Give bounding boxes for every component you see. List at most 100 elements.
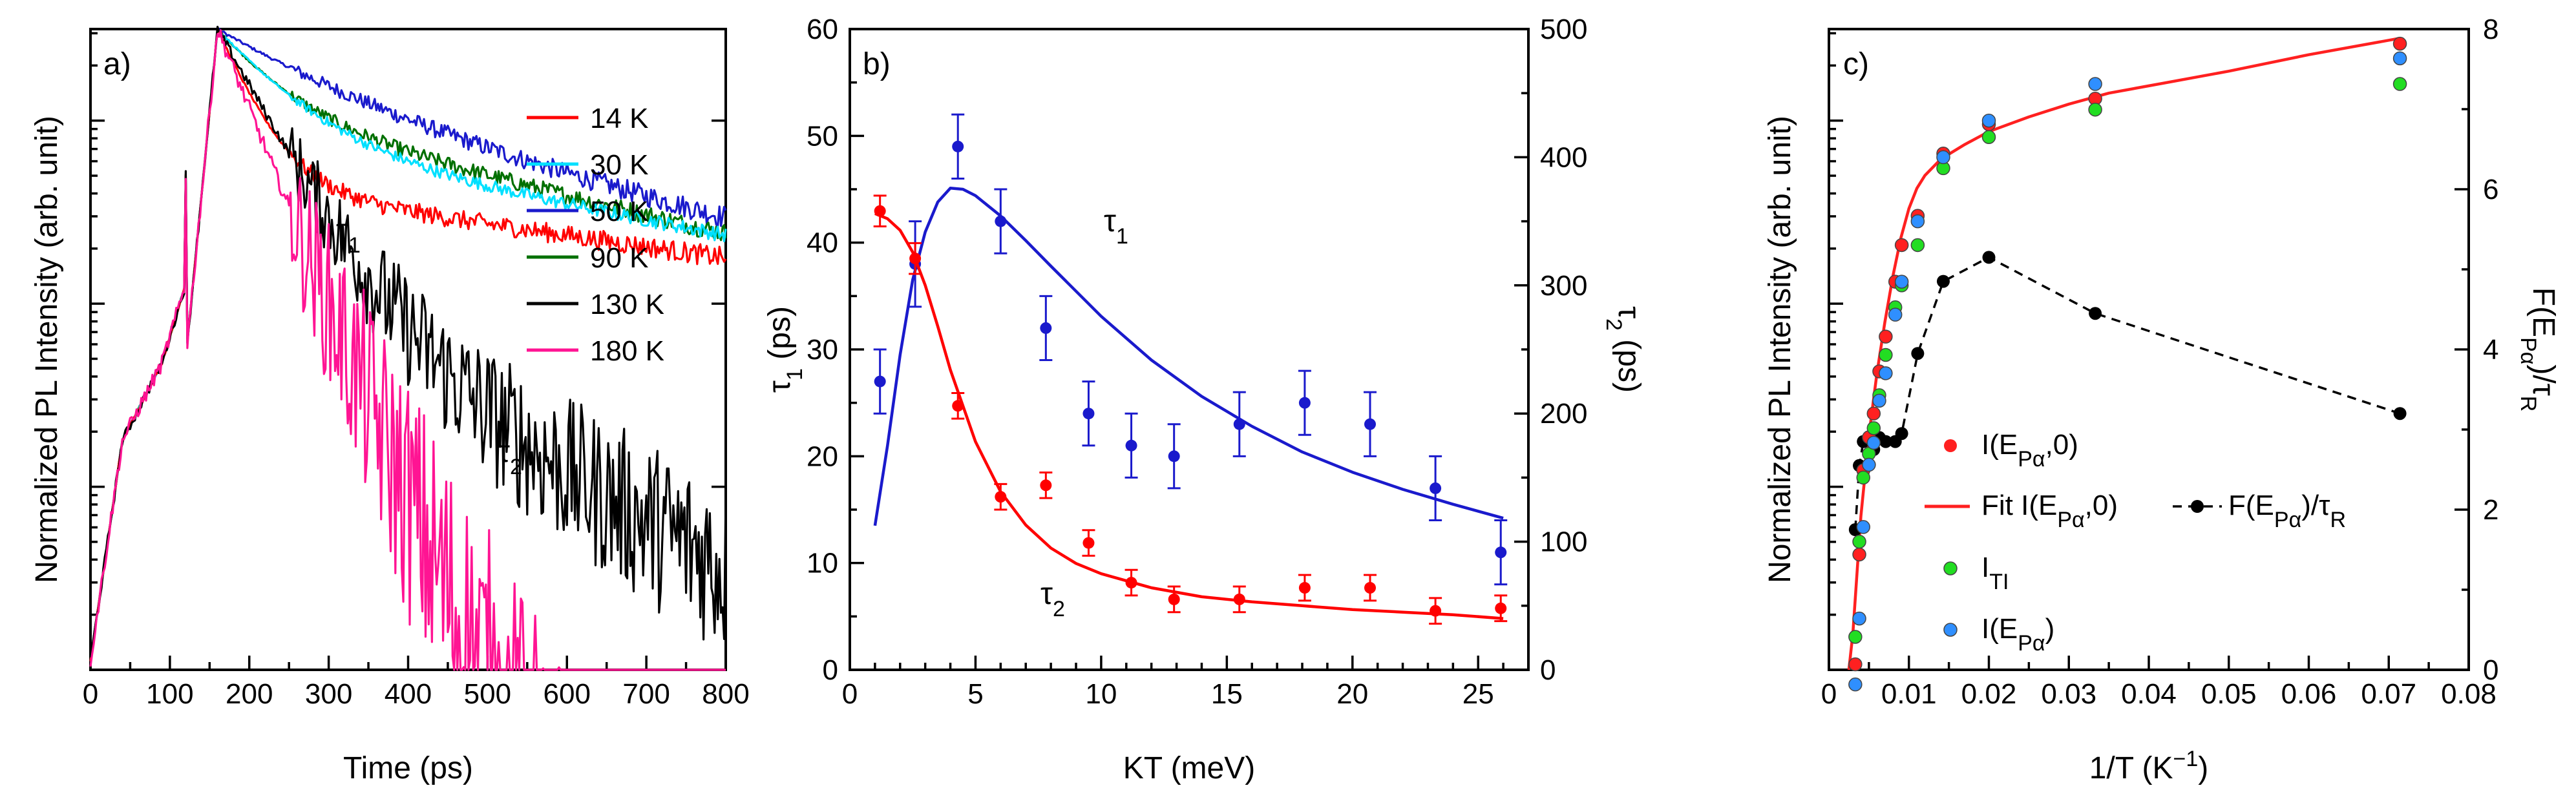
y-tick-label: 60 xyxy=(807,14,838,45)
x-tick-label: 0.08 xyxy=(2441,678,2497,710)
y-right-tick-label: 500 xyxy=(1540,14,1587,45)
x-tick-label: 10 xyxy=(1085,678,1117,710)
x-tick-label: 5 xyxy=(967,678,983,710)
series-line-5 xyxy=(89,29,726,671)
x-tick-label: 25 xyxy=(1462,678,1494,710)
x-tick-label: 0.06 xyxy=(2281,678,2337,710)
y-right-tick-label: 2 xyxy=(2483,494,2498,526)
data-point xyxy=(1082,537,1095,549)
panel-label: b) xyxy=(863,47,891,81)
point-2 xyxy=(1981,130,1996,144)
data-point xyxy=(1364,418,1376,430)
point-2 xyxy=(1866,421,1881,435)
legend-label-3: I(EPα) xyxy=(1981,613,2054,656)
data-point xyxy=(1168,450,1180,462)
x-tick-label: 400 xyxy=(385,678,432,710)
f-ratio-point xyxy=(1879,435,1892,448)
data-point xyxy=(874,205,886,217)
point-3 xyxy=(1888,307,1903,322)
point-3 xyxy=(2088,77,2102,91)
y-right-tick-label: 0 xyxy=(1540,654,1556,686)
point-0 xyxy=(1852,547,1866,562)
data-point xyxy=(1495,546,1507,559)
y-right-tick-label: 0 xyxy=(2483,654,2498,686)
y-tick-label: 40 xyxy=(807,227,838,259)
data-point xyxy=(1168,593,1180,605)
data-point xyxy=(1040,479,1052,492)
y-right-axis-label: τ2 (ps) xyxy=(1601,306,1646,393)
data-point xyxy=(1233,418,1245,430)
data-point xyxy=(1233,593,1245,605)
x-tick-label: 500 xyxy=(464,678,511,710)
y-tick-label: 10 xyxy=(807,548,838,579)
x-axis-label: KT (meV) xyxy=(1123,751,1255,785)
point-3 xyxy=(2392,51,2407,66)
data-point xyxy=(1125,439,1137,451)
legend-label-0: 14 K xyxy=(590,103,649,134)
point-2 xyxy=(2392,77,2407,91)
point-3 xyxy=(1852,611,1866,626)
fit-line-τ2 xyxy=(874,212,1504,620)
y-right-tick-label: 8 xyxy=(2483,14,2498,45)
x-tick-label: 100 xyxy=(146,678,193,710)
x-tick-label: 0.02 xyxy=(1961,678,2017,710)
point-3 xyxy=(1981,113,1996,128)
annotation-tau1: τ1 xyxy=(1104,204,1128,249)
point-2 xyxy=(1910,238,1925,253)
panel-a: 0 100 200 300 400 500 600 700 800 Time (ps) Normal… xyxy=(30,25,750,785)
point-2 xyxy=(1879,348,1893,362)
legend-label-1: Fit I(EPα,0) xyxy=(1981,490,2118,532)
x-tick-label: 300 xyxy=(305,678,352,710)
y-axis-label: Normalized PL Intensity (arb. unit) xyxy=(1763,116,1797,583)
data-point xyxy=(1430,605,1442,617)
x-tick-label: 0.01 xyxy=(1881,678,1937,710)
x-tick-label: 0.04 xyxy=(2121,678,2177,710)
data-point xyxy=(995,215,1007,227)
annotation-tau2: τ2 xyxy=(498,435,522,479)
data-point xyxy=(874,375,886,388)
x-tick-label: 200 xyxy=(226,678,273,710)
y-tick-label: 20 xyxy=(807,441,838,472)
legend-marker-3 xyxy=(1943,623,1958,637)
f-ratio-point xyxy=(2089,307,2102,320)
y-right-axis-label: F(EPα)/τR xyxy=(2516,287,2560,412)
f-ratio-point xyxy=(1982,251,1996,264)
x-tick-label: 700 xyxy=(622,678,670,710)
legend-label-5: 180 K xyxy=(590,335,664,367)
legend-label-3: 90 K xyxy=(590,242,649,274)
point-0 xyxy=(1848,657,1863,672)
x-tick-label: 0.03 xyxy=(2041,678,2096,710)
data-point xyxy=(952,140,964,152)
data-point xyxy=(952,400,964,412)
x-tick-label: 800 xyxy=(702,678,749,710)
data-point xyxy=(1298,582,1311,594)
x-tick-label: 600 xyxy=(544,678,591,710)
y-right-tick-label: 4 xyxy=(2483,334,2498,366)
x-tick-label: 0.05 xyxy=(2201,678,2257,710)
x-tick-label: 0 xyxy=(1821,678,1837,710)
point-2 xyxy=(1848,630,1863,644)
annotation-tau2: τ2 xyxy=(1040,577,1065,621)
legend-label-2: 50 K xyxy=(590,196,649,227)
legend-label-2: ITI xyxy=(1981,552,2009,594)
f-ratio-point xyxy=(1911,347,1925,360)
point-0 xyxy=(1866,406,1881,420)
data-point xyxy=(1495,602,1507,614)
point-3 xyxy=(1848,677,1863,692)
y-right-tick-label: 200 xyxy=(1540,398,1587,430)
data-point xyxy=(1298,397,1311,409)
y-tick-label: 0 xyxy=(823,654,838,686)
point-0 xyxy=(1879,329,1893,344)
point-0 xyxy=(2392,36,2407,51)
y-axis-label: τ1 (ps) xyxy=(763,306,807,393)
plot-frame xyxy=(849,28,1530,671)
f-ratio-point xyxy=(1895,427,1908,441)
x-axis-label: Time (ps) xyxy=(343,751,473,785)
plot-frame xyxy=(1828,28,2470,671)
data-point xyxy=(995,491,1007,503)
fit-line-τ1 xyxy=(873,187,1504,526)
y-axis-label: Normalized PL Intensity (arb. unit) xyxy=(30,116,64,583)
f-ratio-dashed-line xyxy=(1854,256,2401,530)
y-right-tick-label: 300 xyxy=(1540,270,1587,302)
legend-label-1: 30 K xyxy=(590,149,649,181)
